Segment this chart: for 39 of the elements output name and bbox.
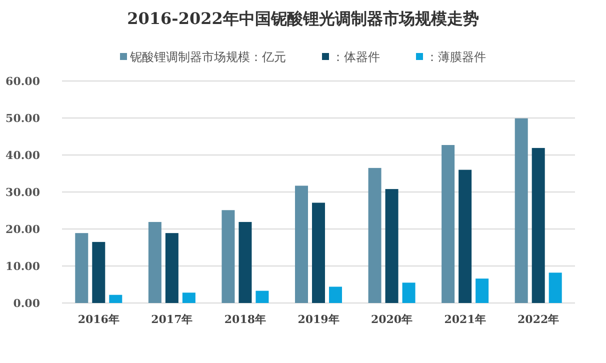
- bar: [458, 170, 472, 303]
- bar: [238, 222, 252, 303]
- bar: [92, 242, 106, 303]
- bar: [385, 189, 398, 303]
- bar: [75, 233, 88, 303]
- legend-label: ：体器件: [332, 50, 380, 64]
- bar: [402, 282, 416, 303]
- x-tick-label: 2018年: [224, 313, 266, 326]
- x-tick-label: 2017年: [151, 313, 193, 326]
- chart-title: 2016-2022年中国铌酸锂光调制器市场规模走势: [127, 9, 479, 28]
- bar: [295, 186, 308, 303]
- bar: [109, 294, 122, 303]
- y-tick-label: 0.00: [13, 297, 40, 310]
- y-tick-label: 40.00: [6, 149, 40, 162]
- y-tick-label: 50.00: [6, 112, 40, 125]
- bar: [222, 210, 235, 303]
- x-tick-label: 2022年: [518, 313, 560, 326]
- bar: [514, 118, 528, 303]
- bar: [476, 278, 489, 303]
- bar: [442, 145, 455, 303]
- bar: [182, 292, 196, 303]
- x-tick-label: 2021年: [444, 313, 486, 326]
- bar: [329, 286, 342, 303]
- x-tick-label: 2016年: [78, 313, 120, 326]
- y-tick-label: 30.00: [6, 186, 40, 199]
- bar: [256, 290, 269, 303]
- y-tick-label: 60.00: [6, 75, 40, 88]
- bar: [368, 168, 382, 303]
- y-tick-label: 20.00: [6, 223, 40, 236]
- bar: [148, 222, 162, 303]
- legend-label: 铌酸锂调制器市场规模：亿元: [129, 50, 286, 64]
- bar: [312, 202, 325, 303]
- bar: [532, 148, 545, 303]
- y-tick-label: 10.00: [6, 260, 40, 273]
- x-tick-label: 2020年: [370, 313, 413, 326]
- bar: [548, 272, 562, 303]
- legend-label: ：薄膜器件: [426, 50, 486, 64]
- x-tick-label: 2019年: [298, 313, 340, 326]
- bar: [165, 233, 178, 303]
